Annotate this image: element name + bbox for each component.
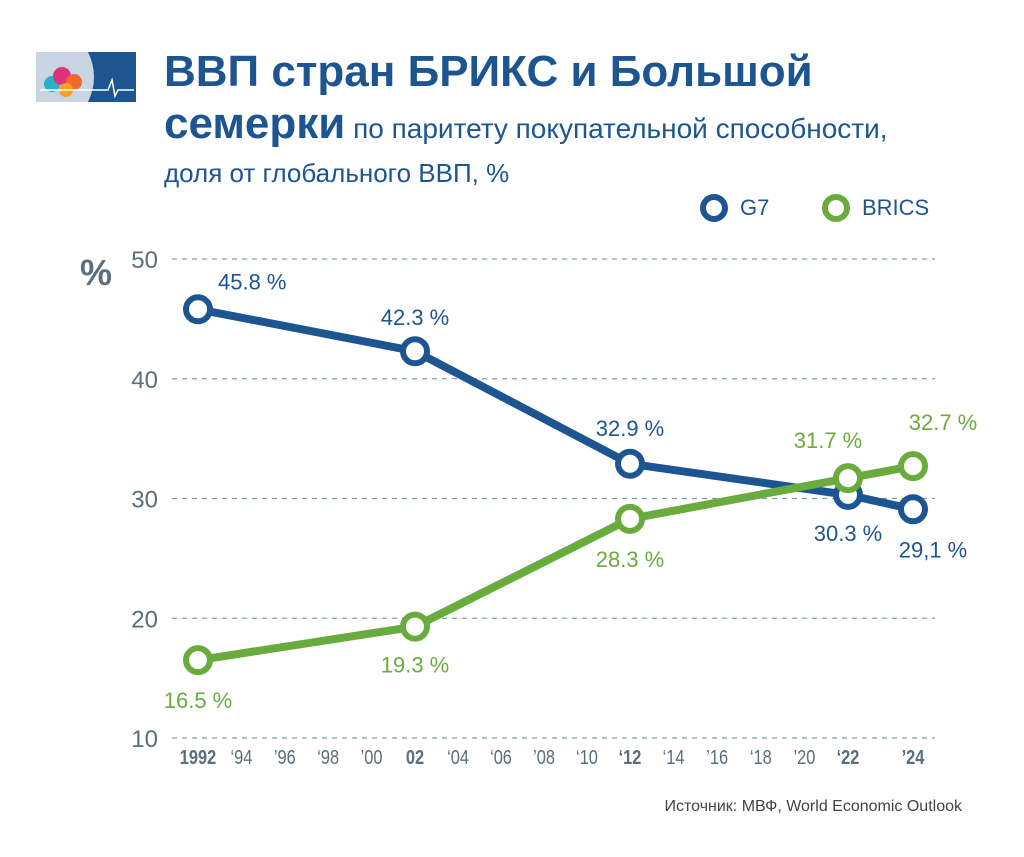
data-point <box>898 494 928 525</box>
data-point <box>400 611 430 642</box>
subtitle: доля от глобального ВВП, % <box>164 158 510 188</box>
brics-marker-icon <box>822 194 850 222</box>
x-tick-label: ‘12 <box>619 745 642 768</box>
x-tick-label: ’96 <box>274 745 296 768</box>
x-tick-label: ’08 <box>533 745 555 768</box>
title-bold: семерки <box>164 99 346 148</box>
data-label: 42.3 % <box>381 305 450 330</box>
data-label: 29,1 % <box>899 537 968 562</box>
x-tick-label: ’20 <box>793 745 815 768</box>
data-label: 30.3 % <box>814 521 883 546</box>
legend-g7: G7 <box>700 194 769 222</box>
legend-label: BRICS <box>862 195 930 220</box>
data-point <box>833 463 863 494</box>
x-tick-label: 1992 <box>180 745 216 768</box>
g7-marker-icon <box>700 194 728 222</box>
title-rest: по паритету покупательной способности, <box>345 113 888 144</box>
data-label: 32.9 % <box>596 416 665 441</box>
y-tick-label: 40 <box>131 367 158 394</box>
x-tick-label: ‘14 <box>663 745 685 768</box>
y-axis-label: % <box>80 252 112 293</box>
x-tick-label: ’16 <box>706 745 728 768</box>
series-line-brics <box>197 462 914 665</box>
data-label: 16.5 % <box>164 688 233 713</box>
data-label: 32.7 % <box>909 410 978 435</box>
x-tick-label: ‘06 <box>490 745 512 768</box>
y-tick-label: 50 <box>131 247 158 274</box>
y-tick-label: 10 <box>131 726 158 753</box>
data-point <box>183 294 213 325</box>
legend-brics: BRICS <box>822 194 929 222</box>
title: ВВП стран БРИКС и Большой <box>164 47 813 96</box>
x-tick-label: ’24 <box>902 745 926 768</box>
title-line2: семерки по паритету покупательной способ… <box>164 100 888 158</box>
x-tick-label: ‘22 <box>837 745 860 768</box>
data-point <box>183 645 213 676</box>
series-line-g7 <box>197 305 914 514</box>
legend-label: G7 <box>740 195 770 220</box>
x-tick-label: ‘98 <box>317 745 339 768</box>
data-point <box>898 451 928 482</box>
x-tick-label: ‘04 <box>447 745 469 768</box>
data-point <box>615 503 645 534</box>
y-tick-label: 20 <box>131 606 158 633</box>
x-tick-label: ‘10 <box>576 745 598 768</box>
data-label: 31.7 % <box>794 428 863 453</box>
x-tick-label: ’00 <box>361 745 383 768</box>
data-label: 28.3 % <box>596 547 665 572</box>
x-tick-label: 02 <box>406 745 424 768</box>
x-tick-label: ‘18 <box>750 745 772 768</box>
y-tick-label: 30 <box>131 487 158 514</box>
data-point <box>615 448 645 479</box>
data-label: 19.3 % <box>381 653 450 678</box>
x-tick-label: ‘94 <box>230 745 252 768</box>
data-label: 45.8 % <box>218 269 287 294</box>
data-point <box>400 336 430 367</box>
source-note: Источник: МВФ, World Economic Outlook <box>664 798 963 815</box>
